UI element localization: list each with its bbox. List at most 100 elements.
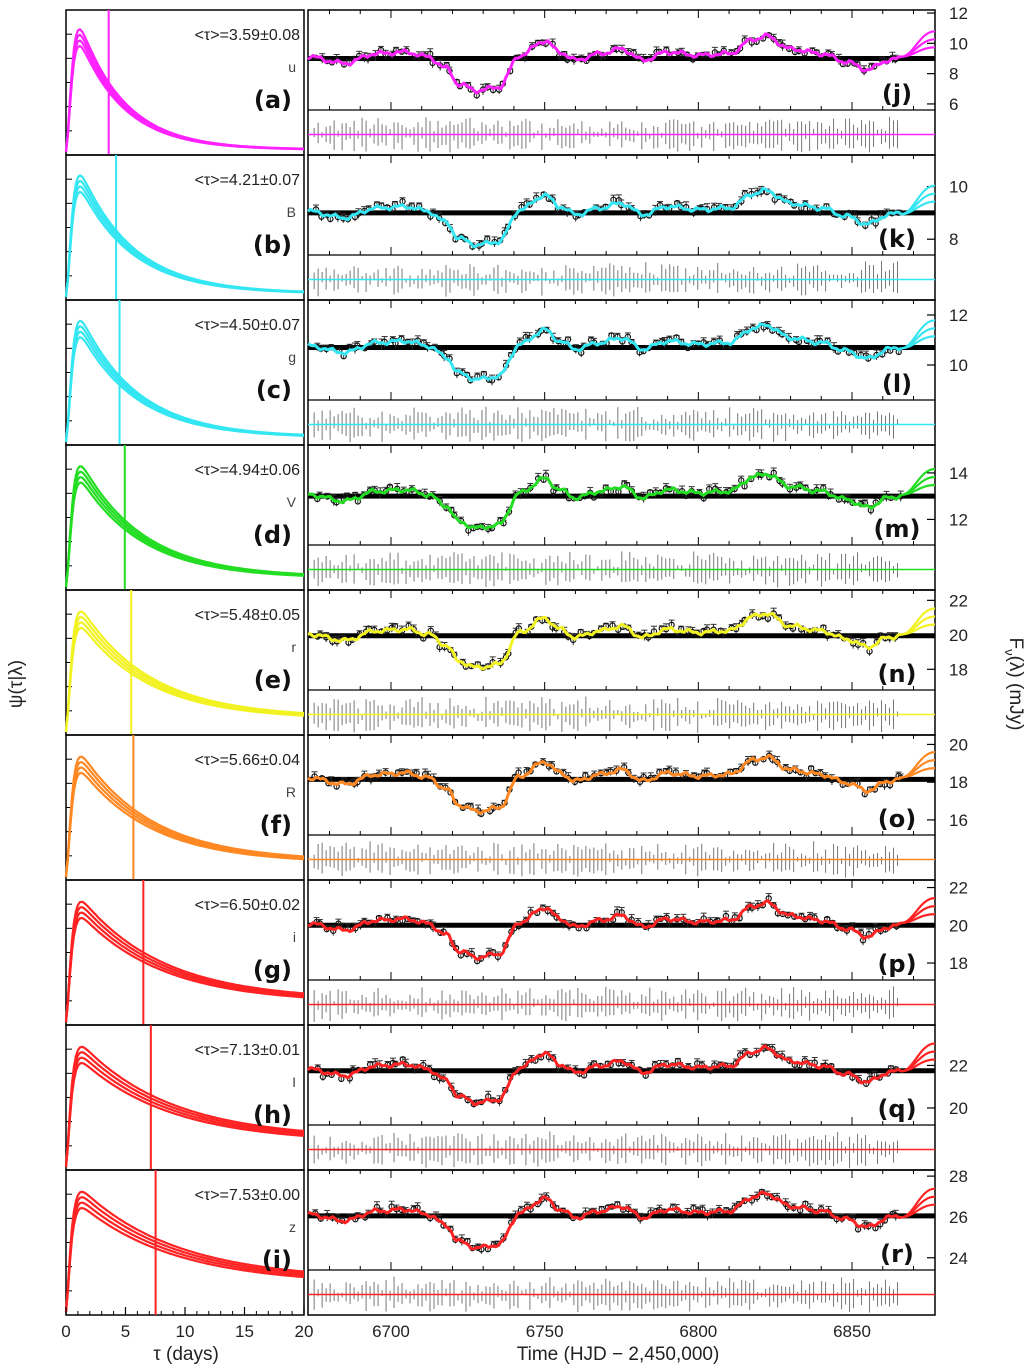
left-x-tick-label: 15 <box>235 1322 254 1341</box>
model-curve <box>308 611 902 671</box>
model-curve <box>307 322 902 383</box>
band-label: B <box>287 204 296 220</box>
data-point <box>549 1055 557 1062</box>
model-extension <box>900 319 936 350</box>
delay-curve <box>64 911 305 1023</box>
left-x-tick-label: 10 <box>176 1322 195 1341</box>
right-y-label-tail: (λ) (mJy) <box>1005 656 1026 731</box>
y-tick-label: 18 <box>949 660 968 679</box>
delay-panel-u: <τ>=3.59±0.08 u (a) <box>64 9 305 156</box>
delay-curve <box>64 1206 305 1313</box>
y-tick-label: 8 <box>949 230 958 249</box>
right-y-label-f: F <box>1005 637 1026 649</box>
panel-tag: (n) <box>877 660 916 688</box>
left-x-tick-label: 5 <box>121 1322 130 1341</box>
svg-text:Fν(λ) (mJy): Fν(λ) (mJy) <box>1002 637 1026 730</box>
mean-tau-label: <τ>=5.66±0.04 <box>195 752 301 769</box>
light-curve-panel-r: 18 20 22 (n) <box>307 589 968 736</box>
y-tick-label: 20 <box>949 626 968 645</box>
left-x-tick-label: 20 <box>295 1322 314 1341</box>
band-label: z <box>289 1219 296 1235</box>
data-point <box>849 499 856 506</box>
light-curve-panel-g: 10 12 (l) <box>307 299 968 446</box>
right-x-tick-label: 6750 <box>526 1322 564 1341</box>
panel-tag: (l) <box>882 370 912 398</box>
axis-labels: τ (days) Time (HJD − 2,450,000) ψ(τ|λ) F… <box>6 637 1026 1365</box>
residuals <box>313 260 899 297</box>
band-label: r <box>291 639 296 655</box>
band-label: R <box>286 784 296 800</box>
model-extension <box>900 751 936 779</box>
model-extension <box>900 467 936 496</box>
data-points <box>314 607 899 671</box>
light-curve-frame <box>307 1169 936 1316</box>
panel-tag: (i) <box>262 1246 292 1274</box>
delay-panel-B: <τ>=4.21±0.07 B (b) <box>64 154 305 301</box>
panel-tag: (o) <box>878 805 916 833</box>
data-point <box>645 344 652 352</box>
left-x-tick-label: 0 <box>61 1322 70 1341</box>
y-tick-label: 22 <box>949 1056 968 1075</box>
data-point <box>835 776 843 784</box>
mean-tau-label: <τ>=6.50±0.02 <box>195 897 301 914</box>
right-y-axis-label: Fν(λ) (mJy) <box>1002 637 1026 730</box>
panel-tag: (d) <box>253 521 292 549</box>
right-x-tick-label: 6800 <box>679 1322 717 1341</box>
y-tick-label: 22 <box>949 591 968 610</box>
y-tick-label: 12 <box>949 306 968 325</box>
data-point <box>435 214 443 222</box>
light-curve-panel-u: 6 8 10 12 (j) <box>307 4 968 156</box>
delay-curve <box>64 771 305 878</box>
panel-tag: (q) <box>877 1095 916 1123</box>
y-tick-label: 10 <box>949 34 968 53</box>
model-curve <box>307 187 903 249</box>
delay-panel-z: <τ>=7.53±0.00 z (i) <box>64 1169 305 1316</box>
panel-tag: (m) <box>874 515 921 543</box>
light-curve-panel-I: 20 22 (q) <box>306 1024 968 1171</box>
delay-panel-i: <τ>=6.50±0.02 i(g) <box>64 879 305 1026</box>
delay-distribution-panels: <τ>=3.59±0.08u(a)<τ>=4.21±0.07B(b)<τ>=4.… <box>61 9 314 1341</box>
data-point <box>402 1061 410 1068</box>
delay-panel-g: <τ>=4.50±0.07 g (c) <box>64 299 305 446</box>
delay-curve <box>64 1061 305 1168</box>
delay-curve <box>64 1201 305 1313</box>
delay-curve <box>64 1056 305 1168</box>
data-points <box>311 32 899 99</box>
data-points <box>314 467 904 536</box>
model-curve <box>307 753 902 815</box>
panel-tag: (b) <box>253 231 292 259</box>
y-tick-label: 20 <box>949 735 968 754</box>
light-curve-panel-R: 16 18 20 (o) <box>307 734 968 881</box>
delay-curve <box>64 335 305 443</box>
data-points <box>313 893 900 965</box>
y-tick-label: 28 <box>949 1167 968 1186</box>
light-curve-panel-V: 12 14 (m) <box>307 444 968 591</box>
delay-panel-R: <τ>=5.66±0.04 R (f) <box>64 734 305 881</box>
delay-curve <box>64 1045 305 1168</box>
y-tick-label: 18 <box>949 773 968 792</box>
panel-tag: (h) <box>253 1101 292 1129</box>
panel-tag: (g) <box>253 956 292 984</box>
data-points <box>312 185 902 251</box>
model-extension <box>900 1042 936 1073</box>
band-label: I <box>292 1074 296 1090</box>
data-point <box>361 772 368 780</box>
y-tick-label: 20 <box>949 1099 968 1118</box>
y-tick-label: 26 <box>949 1208 968 1227</box>
mean-tau-label: <τ>=4.94±0.06 <box>195 462 301 479</box>
y-tick-label: 18 <box>949 954 968 973</box>
delay-curve <box>64 481 305 588</box>
mean-tau-label: <τ>=7.13±0.01 <box>195 1042 301 1059</box>
delay-curve <box>64 916 305 1023</box>
panel-tag: (j) <box>882 80 912 108</box>
residuals <box>313 116 899 153</box>
model-extension <box>900 1187 936 1219</box>
panel-tag: (f) <box>260 811 292 839</box>
panel-tag: (p) <box>877 950 916 978</box>
mean-tau-label: <τ>=4.50±0.07 <box>195 317 301 334</box>
panel-tag: (r) <box>880 1240 914 1268</box>
model-extension <box>900 184 936 216</box>
panel-tag: (k) <box>878 225 916 253</box>
data-points <box>314 321 902 386</box>
